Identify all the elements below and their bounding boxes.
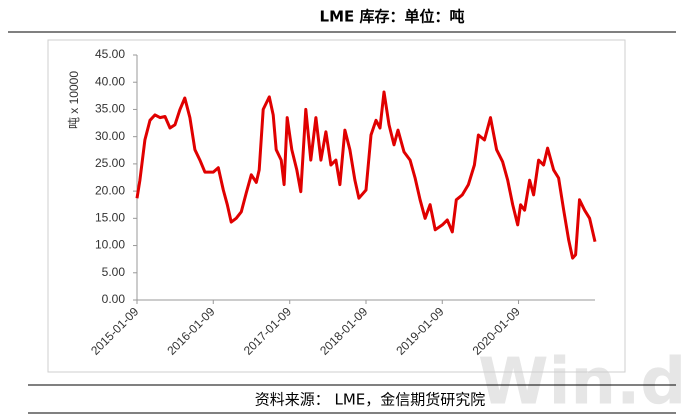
y-tick-label: 15.00 bbox=[95, 211, 125, 225]
y-tick-label: 5.00 bbox=[102, 265, 126, 279]
y-tick-label: 30.00 bbox=[95, 129, 125, 143]
x-tick-label: 2019-01-09 bbox=[393, 304, 447, 358]
y-tick-label: 45.00 bbox=[95, 47, 125, 61]
plot-frame bbox=[47, 39, 626, 373]
y-tick-label: 25.00 bbox=[95, 156, 125, 170]
chart-title: LME 库存：单位：吨 bbox=[320, 8, 465, 26]
x-tick-label: 2015-01-09 bbox=[88, 304, 142, 358]
y-tick-label: 35.00 bbox=[95, 102, 125, 116]
y-tick-label: 0.00 bbox=[102, 292, 126, 306]
y-tick-label: 40.00 bbox=[95, 74, 125, 88]
y-tick-label: 20.00 bbox=[95, 183, 125, 197]
x-tick-label: 2018-01-09 bbox=[317, 304, 371, 358]
x-tick-label: 2016-01-09 bbox=[164, 304, 218, 358]
watermark: Win.d bbox=[478, 346, 682, 420]
x-tick-label: 2017-01-09 bbox=[241, 304, 295, 358]
y-tick-label: 10.00 bbox=[95, 238, 125, 252]
data-line bbox=[135, 90, 597, 260]
source-note: 资料来源： LME，金信期货研究院 bbox=[255, 391, 486, 409]
y-axis-title: 吨 x 10000 bbox=[67, 71, 81, 129]
